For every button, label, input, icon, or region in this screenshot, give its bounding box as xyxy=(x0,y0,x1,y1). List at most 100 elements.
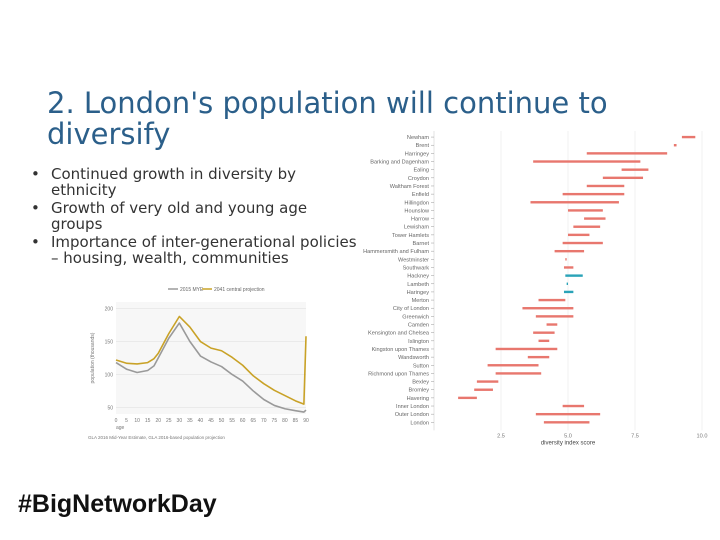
borough-label: Enfield xyxy=(412,192,429,198)
y-tick-label: 150 xyxy=(105,340,114,346)
range-bar xyxy=(586,184,625,188)
borough-label: Sutton xyxy=(413,363,429,369)
range-bar xyxy=(533,160,641,163)
x-axis-label: age xyxy=(116,425,125,431)
range-bar xyxy=(568,209,603,212)
series-line xyxy=(115,315,307,405)
slide-title: 2. London's population will continue to … xyxy=(47,86,608,151)
borough-label: Westminster xyxy=(398,257,429,263)
x-tick-label: 75 xyxy=(272,418,278,424)
range-bar xyxy=(562,241,603,245)
borough-label: Merton xyxy=(412,298,429,304)
borough-label: Hillingdon xyxy=(404,200,429,206)
x-tick-label: 35 xyxy=(187,418,193,424)
range-bar xyxy=(533,331,555,334)
x-tick-label: 90 xyxy=(303,418,309,424)
range-bar xyxy=(458,396,477,400)
borough-label: Hackney xyxy=(407,274,429,280)
range-bar xyxy=(562,404,585,408)
borough-label: Harringey xyxy=(405,151,429,157)
borough-label: Harrow xyxy=(411,217,430,223)
borough-label: Barking and Dagenham xyxy=(370,160,429,166)
borough-label: Wandsworth xyxy=(398,355,429,361)
y-tick-label: 200 xyxy=(105,307,114,313)
bullet-item: Growth of very old and young age groups xyxy=(28,200,358,232)
borough-label: Newham xyxy=(407,135,429,141)
range-bar xyxy=(538,298,566,302)
y-axis-label: population (thousands) xyxy=(90,332,96,383)
x-tick-label: 20 xyxy=(155,418,161,424)
range-bar xyxy=(563,266,574,269)
range-bar xyxy=(522,307,574,310)
range-bar xyxy=(681,135,696,139)
range-bar xyxy=(495,347,558,351)
plot-background xyxy=(116,302,306,414)
borough-label: Inner London xyxy=(396,404,429,410)
borough-label: Richmond upon Thames xyxy=(368,371,429,377)
borough-label: Tower Hamlets xyxy=(392,233,429,239)
borough-label: Islington xyxy=(408,339,429,345)
range-bar xyxy=(554,249,585,253)
range-bar xyxy=(487,364,539,367)
borough-label: Haringey xyxy=(407,290,430,296)
borough-label: Barnet xyxy=(413,241,430,247)
bullet-list: Continued growth in diversity by ethnici… xyxy=(28,166,358,268)
y-tick-label: 50 xyxy=(107,405,113,411)
borough-label: Outer London xyxy=(395,412,429,418)
range-bar xyxy=(565,258,567,261)
x-tick-label: 7.5 xyxy=(631,433,639,439)
range-bar xyxy=(566,282,568,285)
borough-label: City of London xyxy=(393,306,429,312)
x-tick-label: 10 xyxy=(134,418,140,424)
range-bar xyxy=(673,144,677,147)
range-bar xyxy=(584,217,606,220)
range-bar xyxy=(535,412,601,416)
x-tick-label: 10.0 xyxy=(697,433,708,439)
x-tick-label: 5.0 xyxy=(564,433,572,439)
bullet-item: Continued growth in diversity by ethnici… xyxy=(28,166,358,198)
range-bar xyxy=(565,274,583,277)
x-axis-label: diversity index score xyxy=(541,440,596,446)
range-bar xyxy=(474,388,493,391)
x-tick-label: 40 xyxy=(198,418,204,424)
borough-label: Kensington and Chelsea xyxy=(368,331,430,337)
range-bar xyxy=(568,233,590,237)
age-population-line-chart: 2015 MYE 2041 central projection 50 100 150 2… xyxy=(88,287,309,440)
legend-label: 2015 MYE xyxy=(180,287,204,293)
legend-label: 2041 central projection xyxy=(214,287,265,293)
borough-label: London xyxy=(410,420,429,426)
bullet-item: Importance of inter-generational policie… xyxy=(28,234,358,266)
range-bar xyxy=(562,192,625,196)
borough-label: Kingston upon Thames xyxy=(372,347,430,353)
range-bar xyxy=(563,290,574,294)
borough-label: Southwark xyxy=(403,265,430,271)
hashtag: #BigNetworkDay xyxy=(18,490,217,518)
series-line xyxy=(115,322,307,413)
x-tick-label: 5 xyxy=(125,418,128,424)
diversity-index-chart: Newham Brent Harringey Barking and Dagenham… xyxy=(363,131,708,446)
x-tick-label: 60 xyxy=(240,418,246,424)
borough-label: Havering xyxy=(407,396,429,402)
borough-label: Bromley xyxy=(408,388,429,394)
range-bar xyxy=(573,225,601,228)
range-bar xyxy=(530,201,619,204)
borough-label: Waltham Forest xyxy=(390,184,430,190)
x-tick-label: 50 xyxy=(219,418,225,424)
y-tick-label: 100 xyxy=(105,372,114,378)
range-bar xyxy=(527,355,550,359)
borough-label: Lewisham xyxy=(404,225,430,231)
borough-label: Croydon xyxy=(408,176,429,182)
range-bar xyxy=(495,372,542,375)
x-tick-label: 65 xyxy=(250,418,256,424)
borough-label: Hounslow xyxy=(404,208,430,214)
range-bar xyxy=(538,339,550,343)
x-tick-label: 2.5 xyxy=(497,433,505,439)
x-tick-label: 70 xyxy=(261,418,267,424)
x-tick-label: 30 xyxy=(177,418,183,424)
x-tick-label: 15 xyxy=(145,418,151,424)
x-tick-label: 85 xyxy=(293,418,299,424)
borough-label: Camden xyxy=(408,323,429,329)
range-bar xyxy=(476,380,499,383)
borough-label: Greenwich xyxy=(402,314,429,320)
range-bar xyxy=(535,315,574,318)
